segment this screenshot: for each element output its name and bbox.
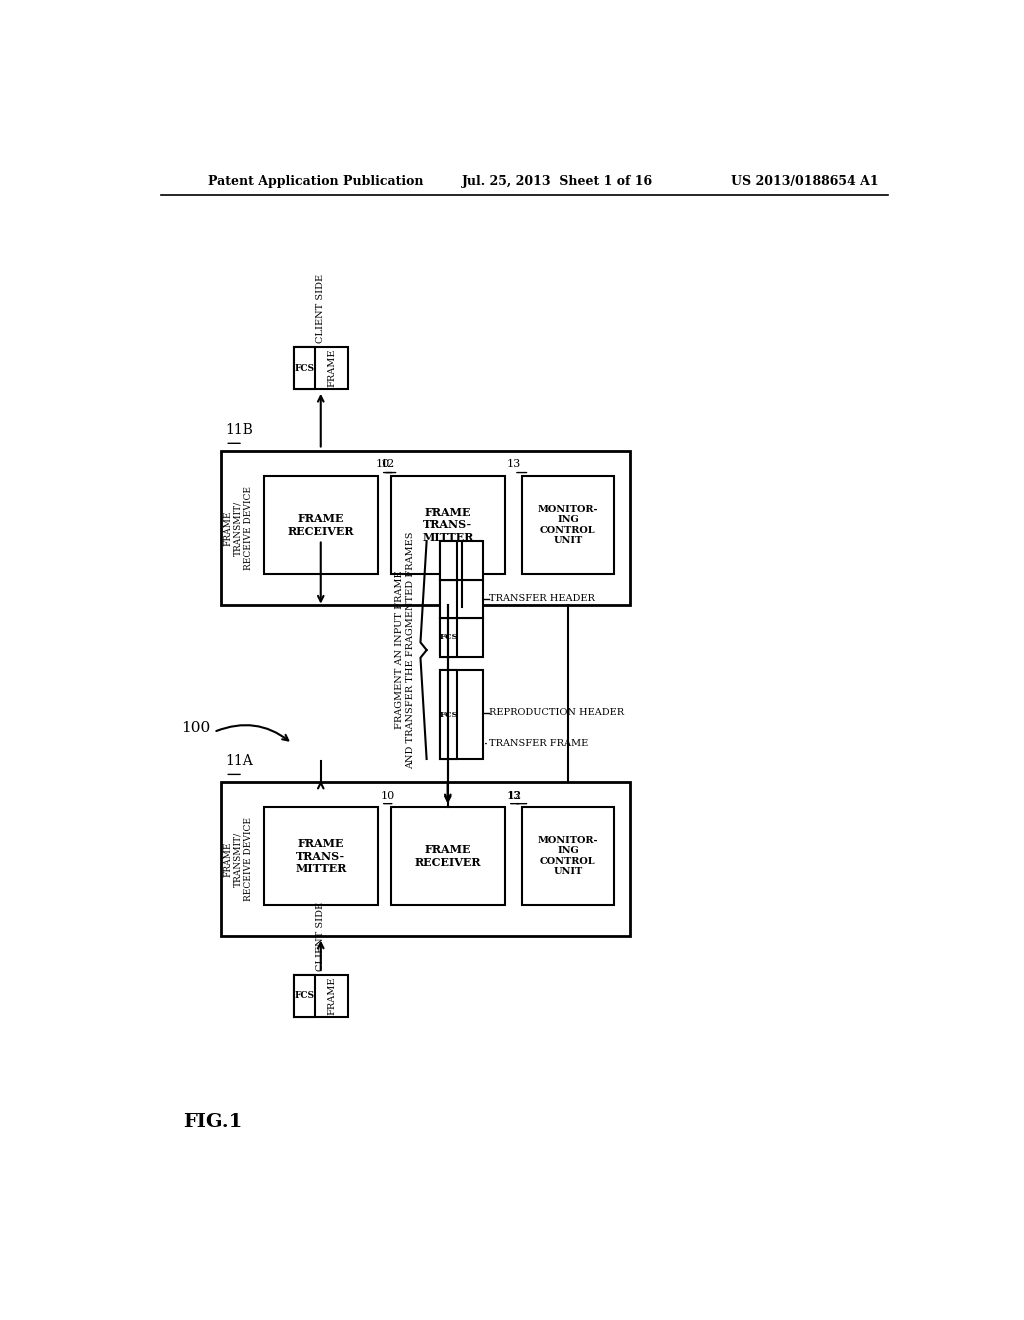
- Text: FCS: FCS: [295, 364, 314, 372]
- Text: FRAME
RECEIVER: FRAME RECEIVER: [288, 513, 354, 537]
- Text: 13: 13: [507, 459, 521, 470]
- Bar: [221, 451, 630, 605]
- Bar: [294, 347, 348, 389]
- Text: 11A: 11A: [225, 754, 253, 768]
- Text: FRAGMENT AN INPUT FRAME
AND TRANSFER THE FRAGMENTED FRAMES: FRAGMENT AN INPUT FRAME AND TRANSFER THE…: [394, 531, 416, 768]
- Text: MONITOR-
ING
CONTROL
UNIT: MONITOR- ING CONTROL UNIT: [538, 504, 598, 545]
- Bar: [440, 671, 458, 759]
- Bar: [294, 974, 348, 1016]
- Text: CLIENT SIDE: CLIENT SIDE: [316, 902, 326, 970]
- Text: 11B: 11B: [225, 424, 253, 437]
- Text: 10: 10: [376, 459, 390, 470]
- Text: FRAME
TRANSMIT/
RECEIVE DEVICE: FRAME TRANSMIT/ RECEIVE DEVICE: [223, 486, 253, 570]
- Text: 13: 13: [507, 791, 521, 800]
- Text: Patent Application Publication: Patent Application Publication: [208, 176, 423, 187]
- Text: FRAME
TRANSMIT/
RECEIVE DEVICE: FRAME TRANSMIT/ RECEIVE DEVICE: [223, 817, 253, 902]
- Bar: [440, 541, 458, 579]
- Bar: [221, 781, 630, 936]
- Text: CLIENT SIDE: CLIENT SIDE: [316, 275, 326, 343]
- Bar: [264, 807, 378, 906]
- Bar: [264, 475, 378, 574]
- Text: FRAME
TRANS-
MITTER: FRAME TRANS- MITTER: [295, 838, 346, 874]
- Text: FCS: FCS: [439, 634, 459, 642]
- Text: FRAME: FRAME: [327, 348, 336, 388]
- Bar: [521, 475, 614, 574]
- Bar: [440, 541, 483, 579]
- Bar: [440, 579, 483, 618]
- Bar: [521, 807, 614, 906]
- Text: 10: 10: [381, 791, 395, 800]
- Text: FRAME
TRANS-
MITTER: FRAME TRANS- MITTER: [422, 507, 473, 544]
- Text: TRANSFER HEADER: TRANSFER HEADER: [489, 594, 595, 603]
- Text: REPRODUCTION HEADER: REPRODUCTION HEADER: [489, 709, 624, 717]
- Text: US 2013/0188654 A1: US 2013/0188654 A1: [731, 176, 879, 187]
- Text: FRAME: FRAME: [327, 977, 336, 1015]
- Text: MONITOR-
ING
CONTROL
UNIT: MONITOR- ING CONTROL UNIT: [538, 836, 598, 876]
- Bar: [294, 974, 315, 1016]
- Bar: [440, 671, 483, 759]
- Bar: [440, 618, 483, 656]
- Text: 12: 12: [381, 459, 395, 470]
- Text: TRANSFER FRAME: TRANSFER FRAME: [489, 739, 588, 748]
- Text: FRAME
RECEIVER: FRAME RECEIVER: [415, 843, 481, 869]
- Text: FIG.1: FIG.1: [183, 1114, 243, 1131]
- Bar: [294, 347, 315, 389]
- Bar: [440, 579, 458, 618]
- Bar: [440, 618, 458, 656]
- Text: Jul. 25, 2013  Sheet 1 of 16: Jul. 25, 2013 Sheet 1 of 16: [462, 176, 652, 187]
- Bar: [391, 475, 505, 574]
- Text: FCS: FCS: [295, 991, 314, 1001]
- Text: FCS: FCS: [439, 710, 459, 718]
- Text: 12: 12: [508, 791, 522, 800]
- Text: 100: 100: [181, 721, 211, 735]
- Bar: [391, 807, 505, 906]
